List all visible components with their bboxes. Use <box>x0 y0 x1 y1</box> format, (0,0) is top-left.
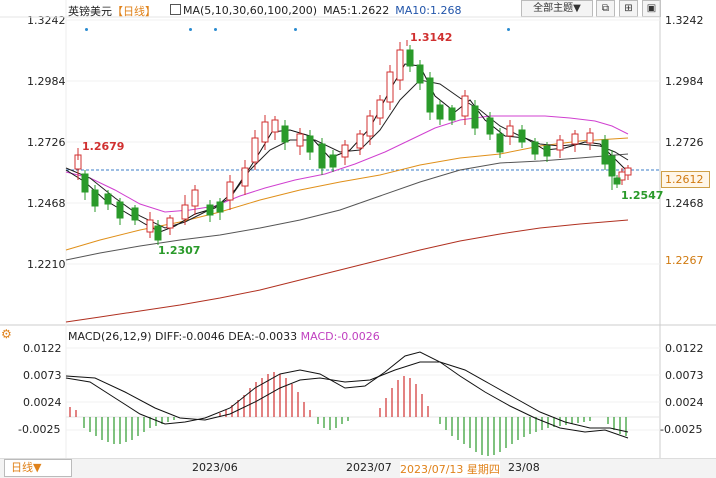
ma-price-tag: 1.2267 <box>665 254 704 267</box>
event-marker[interactable] <box>507 28 510 31</box>
chart-title: 英镑美元【日线】 <box>68 3 156 19</box>
date-label: 2023/06 <box>192 461 238 474</box>
macd-tick-right: 0.0024 <box>665 396 704 409</box>
crosshair-date-tooltip: 2023/07/13 星期四 <box>400 461 500 477</box>
event-marker[interactable] <box>294 28 297 31</box>
y-tick-left: 1.2468 <box>27 197 66 210</box>
ma-legend: MA(5,10,30,60,100,200) MA5:1.2622 MA10:1.2… <box>170 3 462 17</box>
macd-histogram-value: MACD:-0.0026 <box>300 330 380 343</box>
candles <box>74 40 632 245</box>
macd-diff-value: DIFF:-0.0046 <box>155 330 225 343</box>
y-tick-right: 1.3242 <box>665 14 704 27</box>
date-label: 2023/07 <box>346 461 392 474</box>
y-tick-right: 1.2984 <box>665 75 704 88</box>
y-tick-right: 1.2726 <box>665 136 704 149</box>
period-select-button[interactable]: 日线▼ <box>4 459 72 477</box>
settings-icon[interactable]: ⚙ <box>1 327 12 341</box>
ma5-value: MA5:1.2622 <box>323 4 390 17</box>
current-price-tag: 1.2612 <box>661 171 710 188</box>
event-marker[interactable] <box>85 28 88 31</box>
ma-label[interactable]: MA(5,10,30,60,100,200) <box>183 4 318 17</box>
date-axis-bar <box>0 458 716 478</box>
macd-histogram <box>69 372 627 456</box>
ma-settings-icon[interactable] <box>170 4 181 15</box>
ma200-line <box>65 219 629 323</box>
ma100-line <box>65 153 629 261</box>
low-price-label: 1.2307 <box>158 244 201 257</box>
macd-dea-value: DEA:-0.0033 <box>228 330 298 343</box>
y-tick-left: 1.2210 <box>27 258 66 271</box>
macd-tick-right: 0.0073 <box>665 369 704 382</box>
symbol-name: 英镑美元 <box>68 5 112 18</box>
macd-title[interactable]: MACD(26,12,9) <box>68 330 152 343</box>
high-price-label: 1.3142 <box>410 31 453 44</box>
date-label: 23/08 <box>508 461 540 474</box>
period-label: 【日线】 <box>112 5 156 18</box>
left-price-label: 1.2679 <box>82 140 125 153</box>
macd-dea-line <box>65 361 629 433</box>
event-marker[interactable] <box>189 28 192 31</box>
recent-low-label: 1.2547 <box>621 189 664 202</box>
macd-diff-line <box>65 351 629 439</box>
macd-tick-left: 0.0073 <box>23 369 62 382</box>
event-marker[interactable] <box>214 28 217 31</box>
y-tick-left: 1.2984 <box>27 75 66 88</box>
ma10-value: MA10:1.268 <box>395 4 462 17</box>
y-tick-left: 1.2726 <box>27 136 66 149</box>
ma30-line <box>65 115 629 213</box>
macd-tick-left: 0.0122 <box>23 342 62 355</box>
macd-tick-right: 0.0122 <box>665 342 704 355</box>
macd-header: MACD(26,12,9) DIFF:-0.0046 DEA:-0.0033 M… <box>68 330 380 343</box>
macd-tick-right: -0.0025 <box>660 423 703 436</box>
macd-tick-left: 0.0024 <box>23 396 62 409</box>
y-tick-right: 1.2468 <box>665 197 704 210</box>
macd-tick-left: -0.0025 <box>18 423 61 436</box>
